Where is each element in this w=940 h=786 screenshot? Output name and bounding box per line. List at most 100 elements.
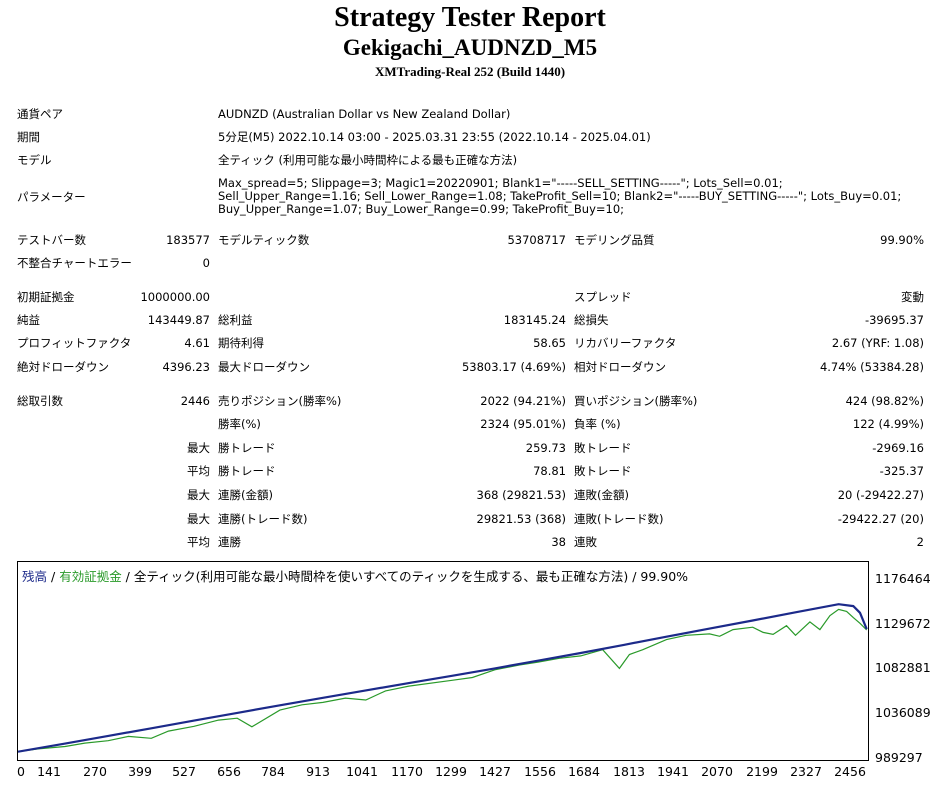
x-tick-label: 1684: [568, 764, 600, 779]
consec-wins-count-value: 29821.53 (368): [476, 512, 566, 526]
avg-loss-label: 敗トレード: [574, 464, 632, 478]
rel-dd-label: 相対ドローダウン: [574, 360, 666, 374]
gross-profit-value: 183145.24: [503, 313, 566, 327]
long-label: 買いポジション(勝率%): [574, 394, 698, 408]
largest-win-value: 259.73: [525, 441, 566, 455]
deposit-label: 初期証拠金: [17, 290, 75, 304]
y-tick-label: 1129672: [875, 616, 931, 631]
report-title: Strategy Tester Report: [334, 2, 606, 33]
winrate-value: 2324 (95.01%): [480, 417, 566, 431]
max-label: 最大: [187, 488, 210, 502]
lossrate-value: 122 (4.99%): [852, 417, 924, 431]
x-tick-label: 2456: [834, 764, 866, 779]
x-tick-label: 1427: [479, 764, 511, 779]
consec-losses-money-label: 連敗(金額): [574, 488, 629, 502]
legend-balance: 残高: [22, 569, 48, 584]
params-label: パラメーター: [17, 190, 86, 204]
symbol-value: AUDNZD (Australian Dollar vs New Zealand…: [218, 107, 511, 121]
legend-description: / 全ティック(利用可能な最小時間枠を使いすべてのティックを生成する、最も正確な…: [121, 569, 689, 584]
expected-label: 期待利得: [218, 336, 264, 350]
balance-series-line: [18, 603, 868, 753]
x-tick-label: 913: [306, 764, 330, 779]
chart-legend: 残高 / 有効証拠金 / 全ティック(利用可能な最小時間枠を使いすべてのティック…: [22, 566, 688, 585]
y-tick-label: 1176464: [875, 571, 931, 586]
gross-profit-label: 総利益: [218, 313, 253, 327]
abs-dd-value: 4396.23: [162, 360, 210, 374]
x-tick-label: 2199: [746, 764, 778, 779]
bars-label: テストバー数: [17, 233, 86, 247]
x-tick-label: 1041: [346, 764, 378, 779]
legend-equity: 有効証拠金: [59, 569, 122, 584]
max-label: 最大: [187, 441, 210, 455]
y-tick-label: 989297: [875, 750, 923, 765]
gross-loss-label: 総損失: [574, 313, 609, 327]
mismatch-label: 不整合チャートエラー: [17, 256, 132, 270]
quality-label: モデリング品質: [574, 233, 655, 247]
pf-label: プロフィットファクタ: [17, 336, 132, 350]
avg-consec-win-label: 連勝: [218, 535, 241, 549]
rel-dd-value: 4.74% (53384.28): [819, 360, 924, 374]
ticks-value: 53708717: [507, 233, 566, 247]
avg-label: 平均: [187, 464, 210, 478]
model-label: モデル: [17, 153, 52, 167]
largest-loss-value: -2969.16: [872, 441, 924, 455]
x-tick-label: 2070: [701, 764, 733, 779]
x-tick-label: 1556: [524, 764, 556, 779]
x-tick-label: 527: [172, 764, 196, 779]
chart-plot: [18, 603, 868, 753]
total-trades-value: 2446: [180, 394, 210, 408]
ticks-label: モデルティック数: [218, 233, 310, 247]
avg-loss-value: -325.37: [879, 464, 924, 478]
total-trades-label: 総取引数: [17, 394, 63, 408]
gross-loss-value: -39695.37: [864, 313, 924, 327]
consec-losses-money-value: 20 (-29422.27): [837, 488, 924, 502]
x-tick-label: 0: [17, 764, 25, 779]
consec-wins-count-label: 連勝(トレード数): [218, 512, 308, 526]
deposit-value: 1000000.00: [140, 290, 210, 304]
params-value: Max_spread=5; Slippage=3; Magic1=2022090…: [218, 176, 902, 216]
period-value: 5分足(M5) 2022.10.14 03:00 - 2025.03.31 23…: [218, 130, 651, 144]
long-value: 424 (98.82%): [845, 394, 924, 408]
avg-win-value: 78.81: [533, 464, 566, 478]
mismatch-value: 0: [202, 256, 210, 270]
spread-label: スプレッド: [574, 290, 632, 304]
x-tick-label: 141: [37, 764, 61, 779]
net-value: 143449.87: [147, 313, 210, 327]
bars-value: 183577: [166, 233, 210, 247]
net-label: 純益: [17, 313, 40, 327]
x-tick-label: 1170: [391, 764, 423, 779]
consec-losses-count-label: 連敗(トレード数): [574, 512, 664, 526]
legend-separator: /: [47, 569, 60, 584]
expected-value: 58.65: [533, 336, 566, 350]
consec-wins-money-value: 368 (29821.53): [476, 488, 566, 502]
x-tick-label: 1813: [613, 764, 645, 779]
abs-dd-label: 絶対ドローダウン: [17, 360, 109, 374]
pf-value: 4.61: [184, 336, 210, 350]
recovery-label: リカバリーファクタ: [574, 336, 677, 350]
short-value: 2022 (94.21%): [480, 394, 566, 408]
largest-win-label: 勝トレード: [218, 441, 276, 455]
y-tick-label: 1036089: [875, 705, 931, 720]
x-tick-label: 270: [83, 764, 107, 779]
period-label: 期間: [17, 130, 40, 144]
avg-label: 平均: [187, 535, 210, 549]
recovery-value: 2.67 (YRF: 1.08): [831, 336, 924, 350]
consec-losses-count-value: -29422.27 (20): [837, 512, 924, 526]
max-label: 最大: [187, 512, 210, 526]
avg-consec-loss-label: 連敗: [574, 535, 597, 549]
x-tick-label: 2327: [790, 764, 822, 779]
max-dd-label: 最大ドローダウン: [218, 360, 310, 374]
quality-value: 99.90%: [880, 233, 924, 247]
model-value: 全ティック (利用可能な最小時間枠による最も正確な方法): [218, 153, 518, 167]
expert-name: Gekigachi_AUDNZD_M5: [342, 35, 598, 60]
spread-value: 変動: [901, 290, 924, 304]
x-tick-label: 1299: [435, 764, 467, 779]
max-dd-value: 53803.17 (4.69%): [461, 360, 566, 374]
symbol-label: 通貨ペア: [17, 107, 63, 121]
consec-wins-money-label: 連勝(金額): [218, 488, 273, 502]
equity-series-line: [18, 608, 868, 753]
lossrate-label: 負率 (%): [574, 417, 621, 431]
x-tick-label: 656: [217, 764, 241, 779]
balance-chart: 残高 / 有効証拠金 / 全ティック(利用可能な最小時間枠を使いすべてのティック…: [17, 561, 869, 761]
x-tick-label: 399: [128, 764, 152, 779]
